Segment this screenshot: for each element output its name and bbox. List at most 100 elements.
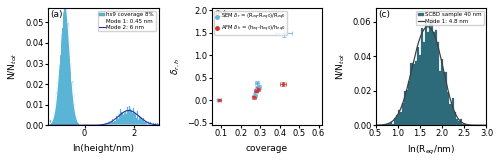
Bar [66,9,67,125]
X-axis label: ln(height/nm): ln(height/nm) [72,144,134,153]
Bar [138,120,139,125]
Bar [433,32,435,125]
Bar [155,123,156,125]
Bar [108,123,109,125]
Bar [72,81,73,125]
Bar [454,112,456,125]
Bar [59,65,60,125]
Bar [444,72,446,125]
Text: (b): (b) [214,10,226,19]
Bar [56,92,57,125]
Bar [462,124,464,125]
X-axis label: coverage: coverage [246,144,288,153]
Bar [52,121,54,125]
Bar [127,107,128,125]
Bar [111,122,112,125]
Bar [425,22,427,125]
Bar [414,61,416,125]
Bar [416,47,418,125]
Bar [124,113,125,125]
Bar [148,122,149,125]
Bar [58,75,59,125]
Bar [456,120,458,125]
Bar [442,59,444,125]
Bar [48,124,50,125]
Bar [113,122,114,125]
Bar [412,64,414,125]
Bar [142,118,144,125]
Bar [435,31,437,125]
Bar [120,109,122,125]
Bar [70,63,71,125]
Y-axis label: $\delta_{r,h}$: $\delta_{r,h}$ [170,58,182,75]
Bar [404,91,406,125]
Bar [394,118,396,125]
Bar [420,28,423,125]
Bar [150,122,151,125]
Bar [69,42,70,125]
Bar [464,124,466,125]
Bar [450,104,452,125]
Bar [115,121,116,125]
Bar [458,121,460,125]
X-axis label: ln(R$_{eq}$/nm): ln(R$_{eq}$/nm) [407,144,455,157]
Bar [140,117,141,125]
Bar [134,113,135,125]
Bar [60,33,62,125]
Bar [427,32,429,125]
Bar [130,111,132,125]
Text: (a): (a) [50,10,62,19]
Bar [54,112,55,125]
Bar [135,114,136,125]
Y-axis label: N/N$_{tot}$: N/N$_{tot}$ [335,53,347,80]
Bar [114,121,115,125]
Y-axis label: N/N$_{tot}$: N/N$_{tot}$ [7,53,20,80]
Bar [139,116,140,125]
Bar [156,123,158,125]
Bar [116,118,117,125]
Bar [68,23,69,125]
Bar [125,111,126,125]
Bar [431,18,433,125]
Bar [439,71,442,125]
Bar [437,42,439,125]
Bar [136,118,137,125]
Bar [398,110,400,125]
Bar [137,111,138,125]
Bar [106,124,108,125]
Bar [78,123,80,125]
Bar [110,123,111,125]
Bar [112,119,113,125]
Bar [128,106,130,125]
Bar [50,120,51,125]
Bar [448,92,450,125]
Bar [153,123,154,125]
Bar [402,103,404,125]
Bar [76,122,78,125]
Bar [418,55,420,125]
Legend: SCBD sample 40 nm, Mode 1: 4.8 nm: SCBD sample 40 nm, Mode 1: 4.8 nm [416,11,484,25]
Bar [408,81,410,125]
Bar [71,82,72,125]
Bar [74,113,76,125]
Legend: hs9 coverage 8%, Mode 1: 0.45 nm, Mode 2: 6 nm: hs9 coverage 8%, Mode 1: 0.45 nm, Mode 2… [98,11,156,31]
Bar [118,119,120,125]
Legend: SEM $\delta_r$ = (R$_{eq}$-R$_{eq0}$)/R$_{eq0}$, AFM $\delta_h$ = (h$_{eq}$-h$_{: SEM $\delta_r$ = (R$_{eq}$-R$_{eq0}$)/R$… [214,11,287,35]
Bar [55,105,56,125]
Bar [122,113,123,125]
Bar [406,90,408,125]
Bar [410,63,412,125]
Bar [64,5,66,125]
Bar [146,122,148,125]
Bar [141,118,142,125]
Bar [67,19,68,125]
Bar [396,115,398,125]
Bar [109,122,110,125]
Bar [423,42,425,125]
Bar [126,114,127,125]
Bar [429,22,431,125]
Bar [132,113,134,125]
Bar [392,124,394,125]
Bar [400,112,402,125]
Bar [460,119,462,125]
